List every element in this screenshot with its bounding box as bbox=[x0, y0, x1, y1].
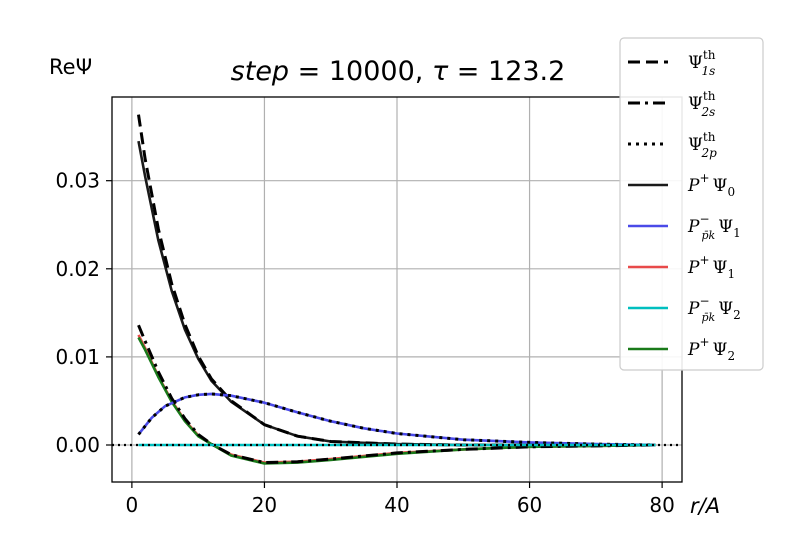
legend: Ψth 1s Ψth 2s Ψth 2p P+ Ψ0 P− p̄k Ψ1 P+ Ψ1 P− p̄k Ψ2 P+ Ψ… bbox=[619, 37, 764, 371]
series-line-1 bbox=[137, 324, 656, 465]
legend-label-1: Ψth 2s bbox=[688, 89, 716, 119]
x-tick-label-1: 20 bbox=[252, 493, 277, 517]
legend-label-5: P+ Ψ1 bbox=[687, 253, 735, 281]
y-tick-label-1: 0.01 bbox=[55, 345, 100, 369]
legend-label-7: P+ Ψ2 bbox=[687, 335, 735, 363]
x-tick-label-2: 40 bbox=[384, 493, 409, 517]
title-step-value: 10000 bbox=[329, 56, 415, 87]
y-tick-label-2: 0.02 bbox=[55, 257, 100, 281]
ticks: 0 20 40 60 80 0.00 0.01 0.02 0.03 bbox=[55, 169, 674, 517]
legend-label-0: Ψth 1s bbox=[688, 48, 716, 78]
title-tau-label: τ bbox=[432, 56, 449, 87]
y-tick-label-0: 0.00 bbox=[55, 433, 100, 457]
y-tick-label-3: 0.03 bbox=[55, 169, 100, 193]
title-eq-1: = bbox=[289, 56, 329, 87]
series-group bbox=[112, 114, 682, 465]
title-step-label: step bbox=[231, 56, 289, 87]
x-axis-label: r/A bbox=[690, 494, 720, 518]
title-tau-value: 123.2 bbox=[488, 56, 565, 87]
legend-label-6: P− p̄k Ψ2 bbox=[687, 294, 741, 324]
legend-label-3: P+ Ψ0 bbox=[687, 171, 735, 199]
x-tick-label-4: 80 bbox=[649, 493, 674, 517]
title-eq-2: = bbox=[448, 56, 488, 87]
series-line-2 bbox=[137, 392, 656, 447]
legend-box bbox=[619, 37, 764, 371]
title-comma: , bbox=[415, 56, 432, 87]
x-tick-label-3: 60 bbox=[517, 493, 542, 517]
chart-title: step = 10000, τ = 123.2 bbox=[231, 56, 566, 87]
legend-label-4: P− p̄k Ψ1 bbox=[687, 212, 741, 242]
legend-label-2: Ψth 2p bbox=[688, 130, 717, 160]
y-axis-label: ReΨ bbox=[49, 55, 92, 79]
x-tick-label-0: 0 bbox=[126, 493, 139, 517]
